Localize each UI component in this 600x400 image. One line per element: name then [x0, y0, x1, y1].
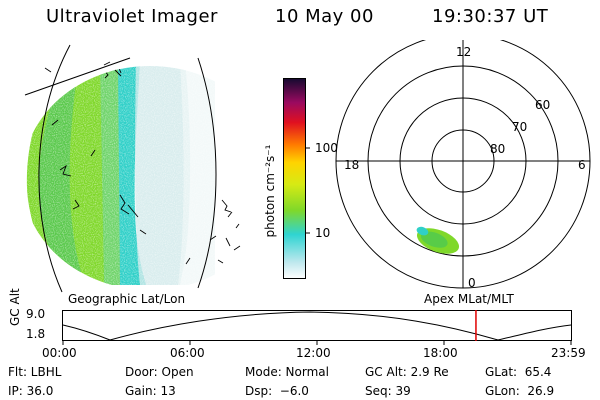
geographic-label: Geographic Lat/Lon — [68, 292, 186, 306]
gain-status: Gain: 13 — [125, 384, 176, 398]
lat-label-70: 70 — [512, 120, 528, 134]
filter-status: Flt: LBHL — [8, 365, 62, 379]
apex-label: Apex MLat/MLT — [424, 292, 514, 306]
glon-status: GLon: 26.9 — [485, 384, 555, 398]
gc-alt-status: GC Alt: 2.9 Re — [365, 365, 449, 379]
orbit-y-tick-min: 1.8 — [26, 327, 46, 341]
polar-mlat-mlt-plot — [335, 40, 591, 289]
orbit-x-tick-0: 00:00 — [42, 346, 77, 360]
glat-status: GLat: 65.4 — [485, 365, 552, 379]
mlt-label-0: 0 — [468, 276, 476, 290]
ip-status: IP: 36.0 — [8, 384, 54, 398]
door-status: Door: Open — [125, 365, 194, 379]
date-label: 10 May 00 — [275, 6, 374, 27]
lat-label-80: 80 — [490, 142, 506, 156]
seq-status: Seq: 39 — [365, 384, 411, 398]
mlt-label-6: 6 — [578, 158, 586, 172]
lat-label-60: 60 — [535, 98, 551, 112]
instrument-title: Ultraviolet Imager — [46, 6, 218, 27]
orbit-x-tick-2: 12:00 — [296, 346, 331, 360]
mode-status: Mode: Normal — [245, 365, 329, 379]
colorbar-tick-100: 100 — [315, 141, 338, 155]
orbit-x-tick-1: 06:00 — [170, 346, 205, 360]
mlt-label-18: 18 — [344, 158, 360, 172]
colorbar-tick-10: 10 — [315, 226, 331, 240]
orbit-x-tick-4: 23:59 — [551, 346, 586, 360]
orbit-x-tick-3: 18:00 — [423, 346, 458, 360]
dsp-status: Dsp: −6.0 — [245, 384, 309, 398]
time-label: 19:30:37 UT — [432, 6, 549, 27]
orbit-y-tick-max: 9.0 — [26, 307, 46, 321]
colorbar — [283, 78, 310, 279]
mlt-label-12: 12 — [456, 45, 472, 59]
